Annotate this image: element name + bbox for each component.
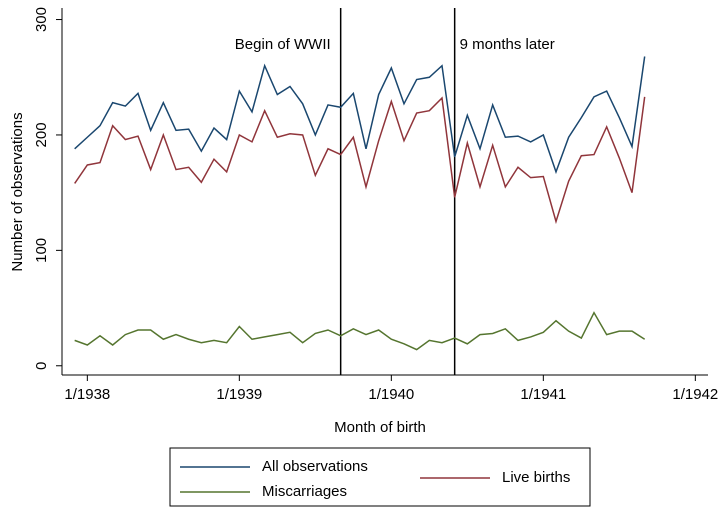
x-tick-label: 1/1939 [216, 386, 262, 403]
y-tick-label: 100 [33, 238, 50, 263]
x-tick-label: 1/1938 [64, 386, 110, 403]
line-series [74, 96, 646, 225]
line-series [74, 311, 646, 351]
annotation: 9 months later [460, 36, 555, 53]
y-tick-label: 0 [33, 362, 50, 370]
annotation: Begin of WWII [235, 36, 331, 53]
line-series [74, 56, 646, 175]
legend-label: All observations [262, 458, 368, 475]
x-tick-label: 1/1941 [520, 386, 566, 403]
y-axis-title: Number of observations [9, 112, 26, 271]
y-tick-label: 300 [33, 7, 50, 32]
legend-label: Live births [502, 469, 570, 486]
legend-box [169, 447, 591, 507]
x-axis-title: Month of birth [334, 419, 426, 436]
x-tick-label: 1/1942 [672, 386, 718, 403]
x-tick-label: 1/1940 [368, 386, 414, 403]
y-tick-label: 200 [33, 122, 50, 147]
legend-label: Miscarriages [262, 483, 347, 500]
